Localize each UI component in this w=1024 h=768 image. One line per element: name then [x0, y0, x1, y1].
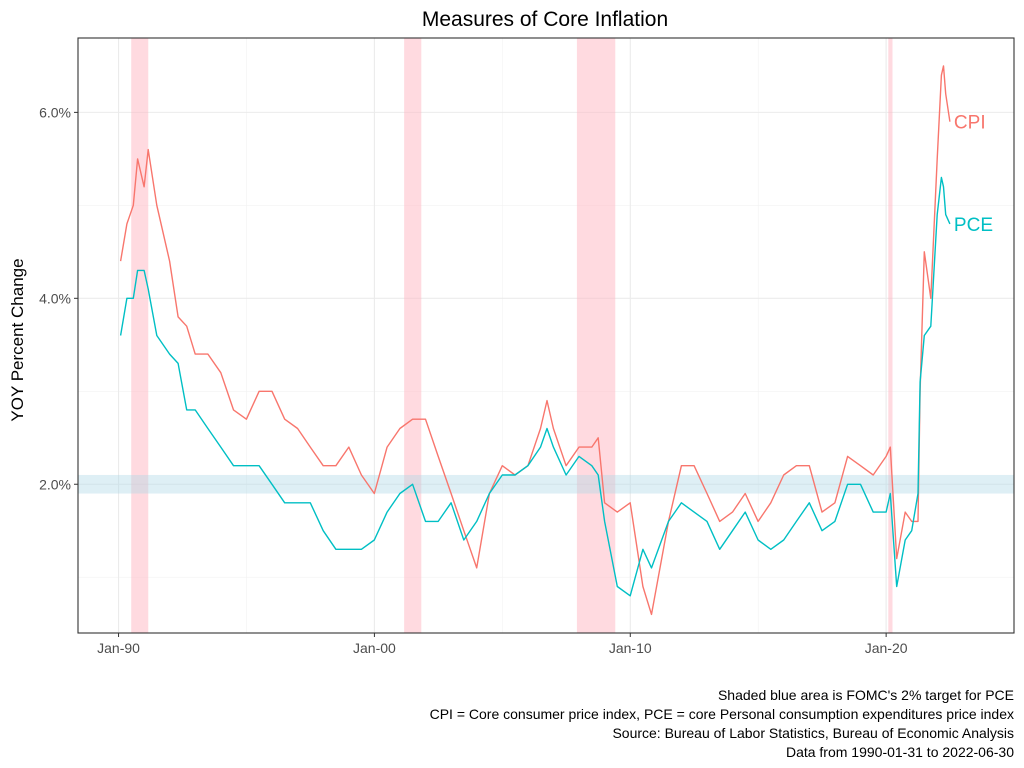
- y-tick-label: 6.0%: [39, 104, 71, 120]
- y-tick-label: 4.0%: [39, 290, 71, 306]
- recession-band: [404, 38, 422, 633]
- caption-line-1: Shaded blue area is FOMC's 2% target for…: [718, 687, 1014, 703]
- series-label-cpi: CPI: [954, 113, 986, 134]
- recession-band: [888, 38, 893, 633]
- plot-border: [77, 37, 1015, 634]
- y-axis-title: YOY Percent Change: [8, 258, 27, 421]
- series-label-pce: PCE: [954, 215, 993, 236]
- series-line-pce: [119, 176, 951, 597]
- caption-line-4: Data from 1990-01-31 to 2022-06-30: [786, 744, 1014, 760]
- chart-title: Measures of Core Inflation: [422, 8, 668, 31]
- recession-band: [576, 38, 616, 633]
- recession-band: [131, 38, 149, 633]
- x-tick-label: Jan-20: [865, 640, 908, 656]
- x-tick-label: Jan-10: [609, 640, 652, 656]
- x-tick-label: Jan-00: [353, 640, 396, 656]
- y-tick-label: 2.0%: [39, 476, 71, 492]
- target-band: [78, 474, 1014, 494]
- plot-area: CPI PCE 2.0% 4.0% 6.0% Jan-90 Jan-00 Jan-10 Jan-…: [39, 37, 1015, 656]
- caption-line-2: CPI = Core consumer price index, PCE = c…: [430, 706, 1014, 722]
- series-line-cpi: [119, 65, 951, 616]
- caption-line-3: Source: Bureau of Labor Statistics, Bure…: [612, 725, 1014, 741]
- x-tick-label: Jan-90: [97, 640, 140, 656]
- plot-background: [78, 38, 1014, 633]
